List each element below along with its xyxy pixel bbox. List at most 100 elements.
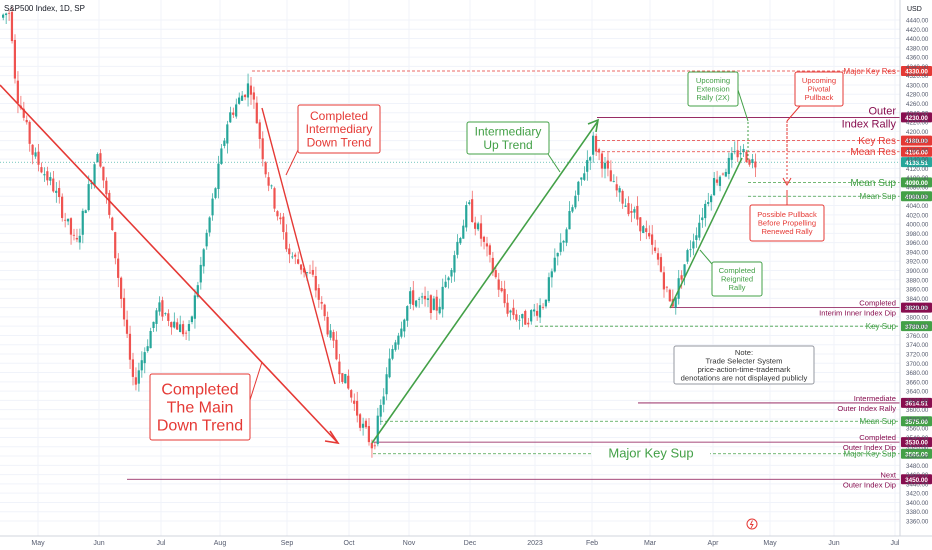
candle-body [214, 188, 217, 198]
candle-body [636, 205, 639, 220]
candle-body [426, 298, 429, 300]
candle-body [117, 258, 120, 278]
candle-body [252, 92, 255, 100]
candle-body [698, 222, 701, 238]
price-tag-label: 4060.00 [905, 194, 928, 201]
y-tick-label: 3900.00 [906, 268, 929, 275]
main-downtrend-callout-frame [149, 373, 251, 441]
candle-body [695, 235, 698, 240]
candle-body [612, 181, 615, 182]
candle-body [541, 306, 545, 308]
candle-body [314, 276, 317, 291]
candle-body [659, 257, 663, 272]
candle-body [291, 256, 294, 258]
candle-body [196, 285, 199, 297]
x-tick-label: Jun [93, 540, 104, 547]
y-tick-label: 4200.00 [906, 129, 929, 136]
candle-body [235, 104, 238, 117]
callout-pointer [249, 361, 263, 401]
candle-body [500, 288, 503, 292]
candle-body [170, 322, 173, 328]
candle-body [69, 218, 73, 235]
candle-body [479, 223, 483, 239]
upcoming-extension-callout-text: Extension [696, 85, 729, 94]
candle-body [453, 255, 456, 273]
candle-body [34, 152, 37, 157]
price-axis: 3360.00 3380.00 3400.00 3420.00 3440.00 3460.… [899, 0, 929, 536]
candle-body [164, 313, 167, 315]
price-tag [901, 437, 932, 448]
reignited-rally-callout-text: Completed [719, 266, 756, 275]
candle-body [712, 177, 716, 196]
y-tick-label: 4100.00 [906, 175, 929, 182]
candle-body [547, 277, 550, 302]
candle-body [302, 268, 306, 273]
candle-body [66, 218, 70, 222]
candle-body [680, 275, 683, 280]
candle-body [84, 210, 87, 214]
note-box-text: Note: [735, 348, 753, 357]
candle-body [674, 297, 677, 308]
y-tick-label: 4360.00 [906, 55, 929, 62]
candle-body [240, 95, 244, 101]
candle-body [721, 173, 724, 175]
candle-body [16, 80, 19, 104]
candle-body [710, 195, 713, 203]
intermediary-downtrend-callout-frame [297, 104, 381, 154]
y-tick-label: 3700.00 [906, 361, 929, 368]
candle-body [347, 375, 350, 389]
main-downtrend-callout-text: Completed [161, 382, 238, 399]
candle-body [506, 302, 509, 314]
x-tick-label: Sep [281, 540, 294, 547]
price-tag-label: 3505.00 [905, 451, 928, 458]
y-tick-label: 3580.00 [906, 416, 929, 423]
candle-body [238, 97, 241, 104]
candle-body [246, 83, 250, 98]
candle-body [282, 216, 285, 233]
candle-body [571, 207, 574, 212]
y-tick-label: 3880.00 [906, 277, 929, 284]
x-tick-label: Feb [586, 540, 598, 547]
candle-body [223, 140, 226, 146]
level-label: Completed [859, 299, 896, 308]
candle-body [93, 164, 96, 186]
candle-body [397, 335, 400, 345]
candle-body [409, 291, 412, 304]
price-tag-label: 4156.00 [905, 149, 928, 156]
intermediary-uptrend-line [371, 120, 599, 444]
candle-body [701, 217, 704, 221]
reignited-rally-callout-text: Reignited [721, 275, 753, 284]
upcoming-pullback-callout-frame [794, 71, 844, 107]
alert-icon [749, 520, 754, 529]
candle-body [279, 217, 282, 220]
note-box-text: Trade Selecter System [706, 356, 783, 365]
intermediary-downtrend-callout-text: Intermediary [306, 122, 373, 136]
candle-body [267, 177, 270, 186]
candle-body [249, 85, 252, 95]
candle-body [544, 299, 547, 307]
candle-body [423, 295, 427, 300]
candle-body [589, 157, 592, 161]
candle-body [276, 211, 279, 217]
uptrend-arrowhead [587, 118, 600, 133]
candle-body [550, 271, 553, 278]
candle-body [176, 322, 179, 330]
y-tick-label: 4300.00 [906, 82, 929, 89]
x-tick-label: Jul [157, 540, 166, 547]
level-label: Completed [859, 433, 896, 442]
candle-body [736, 150, 739, 158]
level-label: Major Key Res [844, 67, 896, 76]
level-label: Mean Sup [860, 192, 897, 201]
candle-body [140, 360, 143, 371]
candle-body [400, 328, 403, 337]
candle-body [565, 229, 568, 243]
intermediary-uptrend-callout-frame [466, 121, 550, 155]
y-tick-label: 4080.00 [906, 185, 929, 192]
level-lines: 4330.00 4230.00 4180.00 4156.00 4133.51 4090.… [0, 66, 932, 485]
candle-body [642, 226, 645, 233]
intermediary-uptrend-callout-text: Up Trend [483, 138, 532, 152]
candle-body [394, 342, 397, 350]
